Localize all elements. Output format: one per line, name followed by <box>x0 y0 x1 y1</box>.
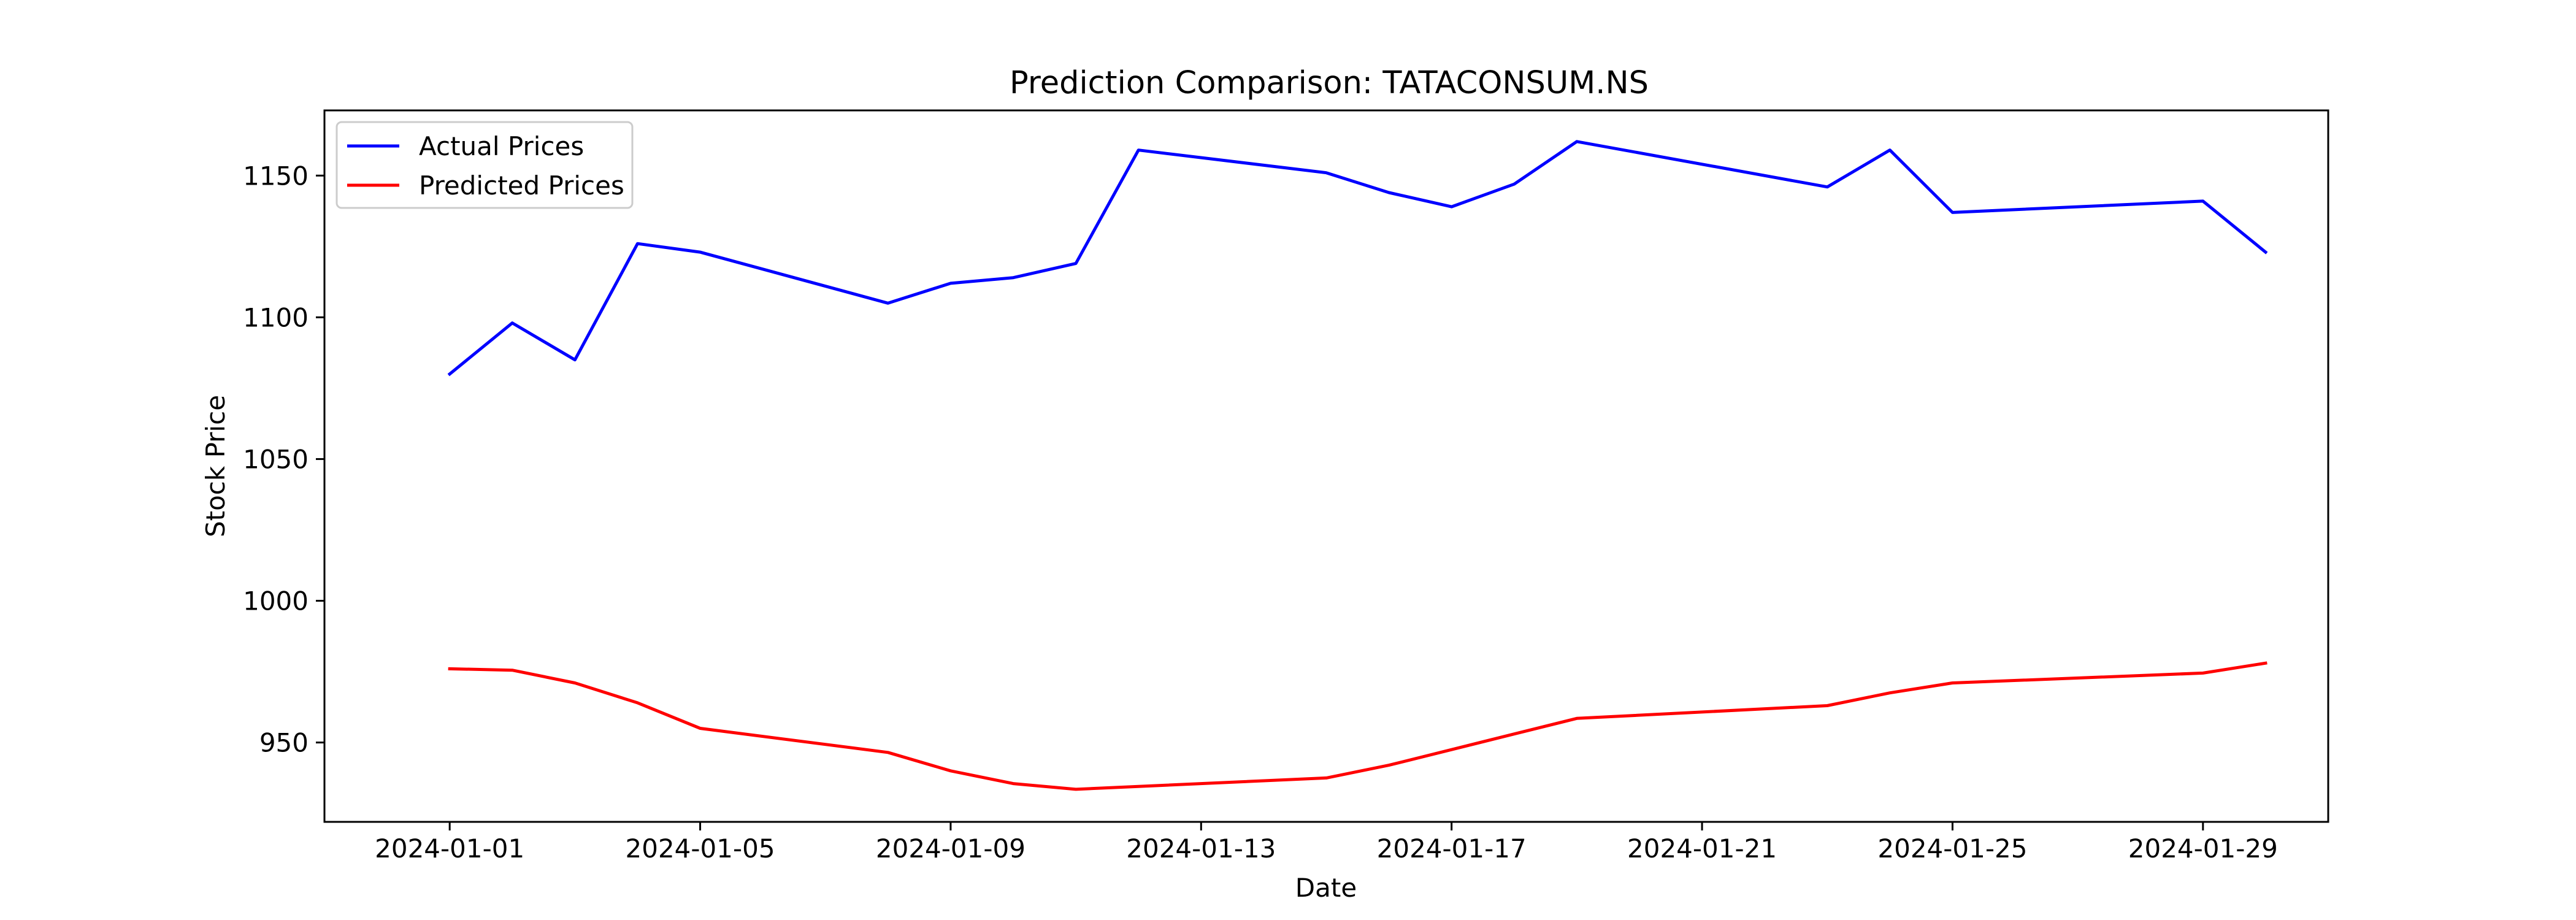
x-tick-label: 2024-01-25 <box>1877 834 2027 864</box>
x-tick-label: 2024-01-21 <box>1627 834 1777 864</box>
x-tick-label: 2024-01-13 <box>1126 834 1276 864</box>
y-tick-label: 1000 <box>243 586 309 616</box>
series-line-actual-prices <box>447 140 2268 377</box>
x-tick-label: 2024-01-09 <box>876 834 1025 864</box>
legend-label-actual-prices: Actual Prices <box>419 131 584 161</box>
y-tick-label: 1150 <box>243 161 309 191</box>
y-axis-label: Stock Price <box>201 395 231 537</box>
x-axis-label: Date <box>1295 873 1357 903</box>
plot-frame <box>323 109 2329 823</box>
series-line-predicted-prices <box>448 661 2267 791</box>
legend-box <box>335 121 634 209</box>
y-tick-label: 1050 <box>243 444 309 474</box>
y-tick-label: 950 <box>259 728 309 758</box>
y-axis-ticks: 950 1000 1050 1100 1150 <box>243 161 324 758</box>
x-tick-label: 2024-01-01 <box>375 834 524 864</box>
chart-title: Prediction Comparison: TATACONSUM.NS <box>1010 65 1649 101</box>
x-tick-label: 2024-01-29 <box>2128 834 2278 864</box>
x-axis-ticks: 2024-01-01 2024-01-05 2024-01-09 2024-01-13… <box>375 822 2278 864</box>
series-lines <box>447 140 2268 791</box>
y-tick-label: 1100 <box>243 302 309 332</box>
x-tick-label: 2024-01-05 <box>626 834 775 864</box>
x-tick-label: 2024-01-17 <box>1377 834 1527 864</box>
legend: Actual Prices Predicted Prices <box>335 121 634 209</box>
legend-label-predicted-prices: Predicted Prices <box>419 171 624 201</box>
